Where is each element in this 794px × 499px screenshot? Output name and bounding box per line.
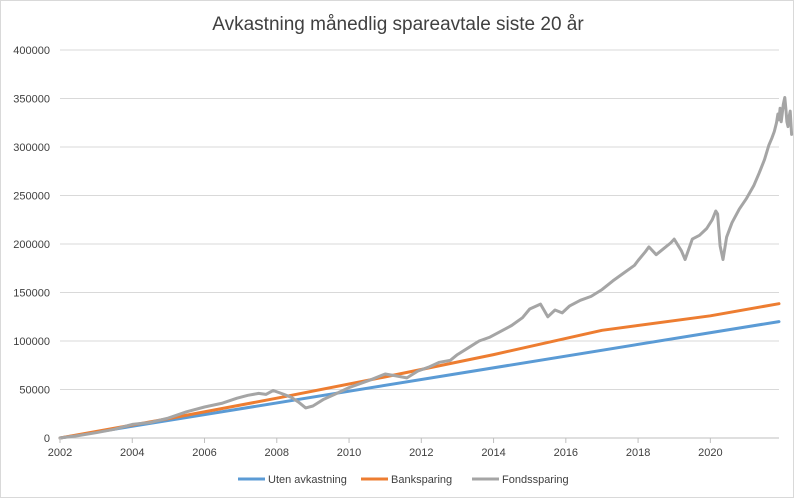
y-tick-label: 400000 — [13, 45, 50, 57]
y-tick-label: 300000 — [13, 142, 50, 154]
y-tick-label: 250000 — [13, 191, 50, 203]
x-tick-label: 2020 — [698, 447, 722, 459]
legend-label: Banksparing — [391, 474, 452, 486]
x-tick-label: 2004 — [120, 447, 144, 459]
series-lines — [58, 96, 794, 440]
x-axis-ticks: 2002 2004 2006 2008 2010 2012 2014 2016 2018 2020 — [48, 438, 723, 459]
x-tick-label: 2014 — [481, 447, 505, 459]
x-tick-label: 2006 — [192, 447, 216, 459]
y-tick-label: 100000 — [13, 336, 50, 348]
x-tick-label: 2002 — [48, 447, 72, 459]
x-tick-label: 2012 — [409, 447, 433, 459]
y-tick-label: 150000 — [13, 288, 50, 300]
x-tick-label: 2010 — [337, 447, 361, 459]
legend-label: Uten avkastning — [268, 474, 347, 486]
x-tick-label: 2016 — [554, 447, 578, 459]
x-tick-label: 2018 — [626, 447, 650, 459]
legend: Uten avkastning Banksparing Fondssparing — [238, 474, 569, 486]
chart-title: Avkastning månedlig spareavtale siste 20… — [212, 14, 584, 35]
legend-label: Fondssparing — [502, 474, 569, 486]
series-line-fondssparing — [58, 96, 794, 440]
y-tick-label: 0 — [44, 433, 50, 445]
grid-lines — [60, 49, 779, 439]
x-tick-label: 2008 — [265, 447, 289, 459]
y-tick-label: 350000 — [13, 94, 50, 106]
y-tick-label: 50000 — [19, 385, 50, 397]
y-axis-ticks: 0 50000 100000 150000 200000 250000 300000 3500… — [13, 45, 50, 445]
series-line-banksparing — [58, 302, 781, 440]
series-line-uten-avkastning — [58, 320, 781, 440]
y-tick-label: 200000 — [13, 239, 50, 251]
